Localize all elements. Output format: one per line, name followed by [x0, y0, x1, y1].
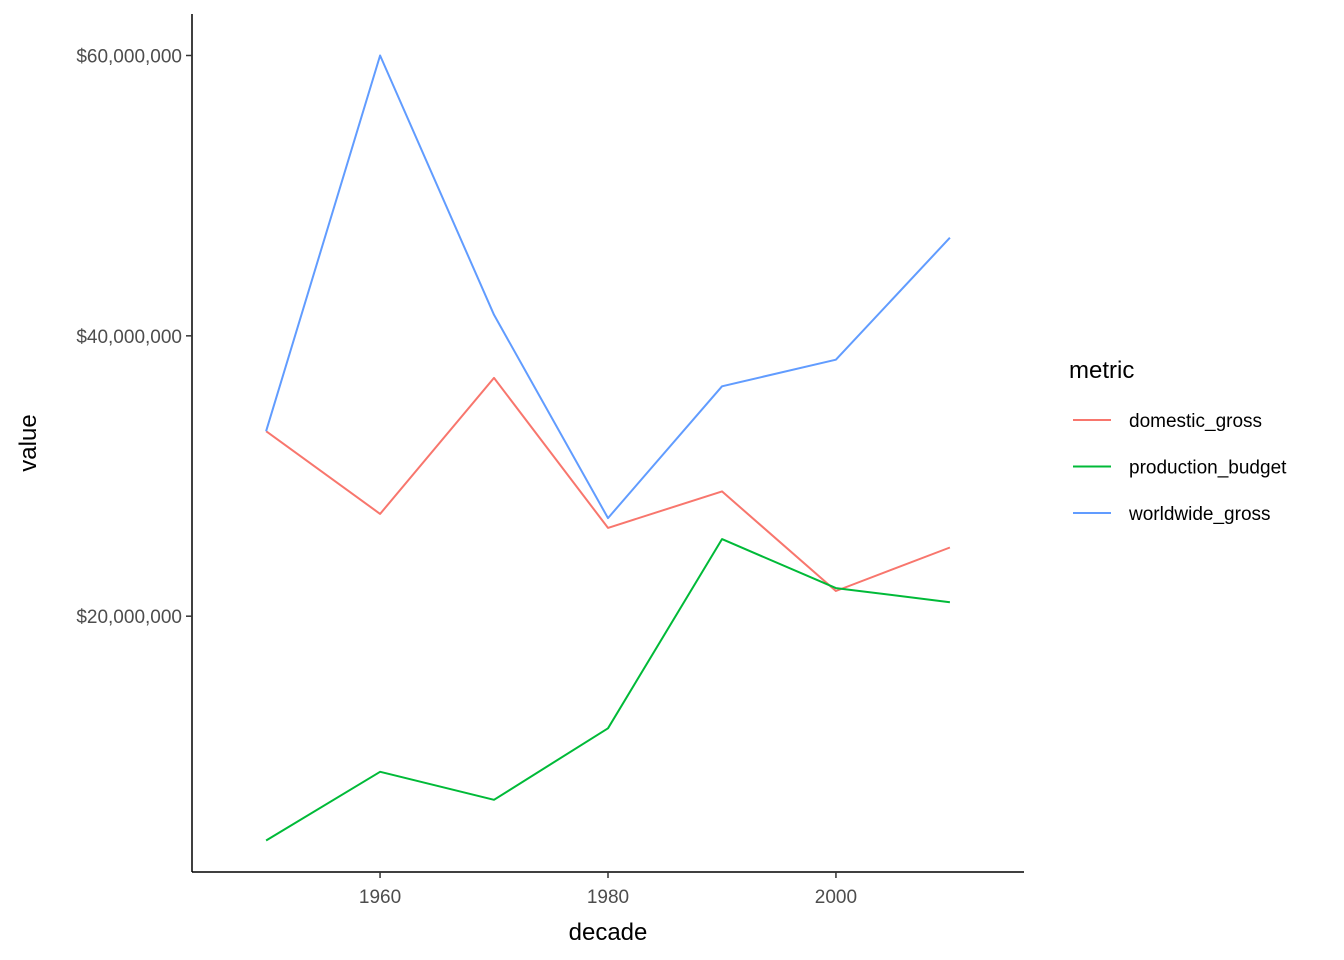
legend: metric domestic_gross production_budgetwo…: [1069, 357, 1287, 525]
x-tick-label: 1980: [587, 887, 629, 908]
legend-label-worldwide-gross: worldwide_gross: [1128, 504, 1271, 525]
legend-items: domestic_gross production_budget worldwide…: [1073, 411, 1287, 525]
y-axis-title: value: [15, 414, 42, 471]
x-axis-title: decade: [569, 919, 648, 946]
series-line-domestic-gross: [265, 376, 951, 592]
y-tick-label: $40,000,000: [76, 327, 182, 348]
series-line-production-budget: [265, 538, 951, 842]
legend-title: metric: [1069, 357, 1134, 384]
y-tick-label: $60,000,000: [76, 46, 182, 67]
y-axis-ticks: $20,000,000 $40,000,000 $60,000,000: [76, 46, 192, 628]
x-tick-label: 2000: [815, 887, 857, 908]
x-axis-ticks: 1960 1980 2000: [359, 872, 857, 908]
x-tick-label: 1960: [359, 887, 401, 908]
legend-label-domestic-gross: domestic_gross: [1129, 411, 1262, 432]
series-line-worldwide-gross: [265, 54, 951, 520]
plot-lines: [265, 54, 951, 842]
y-tick-label: $20,000,000: [76, 607, 182, 628]
legend-label-production-budget: production_budget: [1129, 458, 1287, 479]
